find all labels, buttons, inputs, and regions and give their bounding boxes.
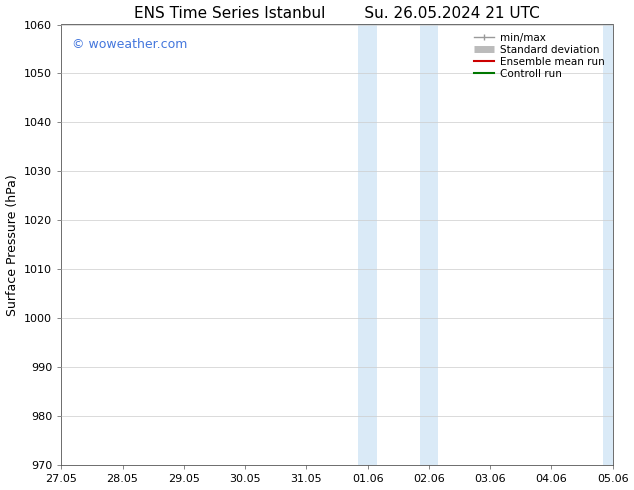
Bar [358,24,377,465]
Legend: min/max, Standard deviation, Ensemble mean run, Controll run: min/max, Standard deviation, Ensemble me… [470,30,607,82]
Bar [420,24,438,465]
Text: © woweather.com: © woweather.com [72,38,188,51]
Bar [604,24,622,465]
Y-axis label: Surface Pressure (hPa): Surface Pressure (hPa) [6,174,18,316]
Title: ENS Time Series Istanbul        Su. 26.05.2024 21 UTC: ENS Time Series Istanbul Su. 26.05.2024 … [134,5,540,21]
